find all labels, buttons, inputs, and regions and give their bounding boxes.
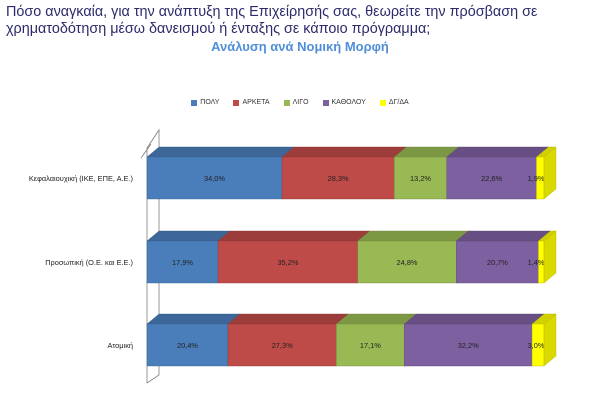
- bar-side-face: [543, 230, 557, 284]
- category-label: Κεφαλαιουχική (ΙΚΕ, ΕΠΕ, Α.Ε.): [29, 174, 133, 183]
- legend-label: ΛΙΓΟ: [292, 99, 309, 106]
- data-label: 1,9%: [528, 174, 545, 183]
- data-label: 20,4%: [177, 341, 198, 350]
- bar-segment-top: [146, 146, 295, 158]
- floor-line: [146, 374, 160, 384]
- bar-segment: [394, 156, 447, 200]
- legend-label: ΠΟΛΥ: [200, 99, 220, 106]
- data-label: 24,8%: [397, 258, 418, 267]
- bar-segment: [217, 240, 359, 284]
- legend-label: ΔΓ/ΔΑ: [388, 99, 409, 106]
- back-wall-line: [146, 128, 160, 375]
- bar-segment: [357, 240, 457, 284]
- data-label: 34,0%: [204, 174, 225, 183]
- data-label: 3,0%: [528, 341, 545, 350]
- legend-item: ΔΓ/ΔΑ: [379, 99, 409, 106]
- data-label: 13,2%: [410, 174, 431, 183]
- legend-item: ΚΑΘΟΛΟΥ: [322, 99, 366, 106]
- bar-segment-top: [403, 313, 545, 325]
- legend-swatch: [233, 99, 240, 106]
- data-label: 22,6%: [481, 174, 502, 183]
- category-label: Προσωπική (Ο.Ε. και Ε.Ε.): [45, 258, 133, 267]
- bar-segment-top: [227, 313, 349, 325]
- bar-segment: [146, 156, 283, 200]
- data-label: 20,7%: [487, 258, 508, 267]
- bar-segment-top: [281, 146, 407, 158]
- bar-segment-top: [146, 313, 241, 325]
- legend-label: ΚΑΘΟΛΟΥ: [331, 99, 366, 106]
- bar-segment: [404, 323, 533, 367]
- bar-segment-top: [146, 230, 231, 242]
- bar-segment: [146, 240, 219, 284]
- legend-item: ΛΙΓΟ: [283, 99, 309, 106]
- legend-swatch: [191, 99, 198, 106]
- bar-segment: [146, 323, 229, 367]
- legend-item: ΠΟΛΥ: [191, 99, 219, 106]
- legend-swatch: [379, 99, 386, 106]
- data-label: 17,1%: [360, 341, 381, 350]
- bar-side-face: [543, 146, 557, 200]
- chart-title: Πόσο αναγκαία, για την ανάπτυξη της Επιχ…: [6, 4, 538, 37]
- legend-item: ΑΡΚΕΤΑ: [233, 99, 270, 106]
- data-label: 28,3%: [328, 174, 349, 183]
- bar-segment: [227, 323, 337, 367]
- bar-segment-top: [357, 230, 469, 242]
- legend-swatch: [322, 99, 329, 106]
- legend-swatch: [283, 99, 290, 106]
- bar-segment: [456, 240, 539, 284]
- data-label: 27,3%: [272, 341, 293, 350]
- bar-segment-top: [335, 313, 417, 325]
- data-label: 35,2%: [277, 258, 298, 267]
- data-label: 1,4%: [528, 258, 545, 267]
- data-label: 32,2%: [458, 341, 479, 350]
- wall-edge: [140, 143, 152, 159]
- legend: ΠΟΛΥ ΑΡΚΕΤΑ ΛΙΓΟ ΚΑΘΟΛΟΥ ΔΓ/ΔΑ: [0, 99, 600, 106]
- bar-segment: [336, 323, 405, 367]
- category-label: Ατομική: [107, 341, 133, 350]
- bar-segment: [281, 156, 395, 200]
- chart-subtitle: Ανάλυση ανά Νομική Μορφή: [211, 39, 389, 54]
- bar-side-face: [543, 313, 557, 367]
- bar-segment-top: [446, 146, 550, 158]
- legend-label: ΑΡΚΕΤΑ: [242, 99, 270, 106]
- bar-segment-top: [217, 230, 371, 242]
- data-label: 17,9%: [172, 258, 193, 267]
- bar-segment-top: [455, 230, 551, 242]
